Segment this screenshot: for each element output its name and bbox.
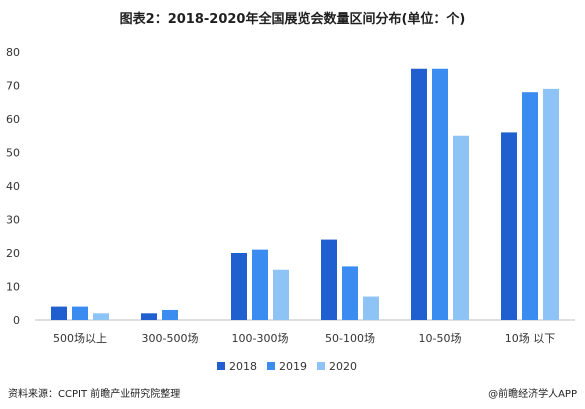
legend-label-2020: 2020	[329, 360, 357, 373]
bar-2019	[72, 306, 88, 320]
bar-2020	[543, 88, 559, 320]
bar-2018	[141, 313, 157, 320]
brand-credit: @前瞻经济学人APP	[488, 389, 577, 400]
bar-2018	[231, 253, 247, 320]
y-tick-label: 20	[6, 247, 20, 260]
y-tick-label: 80	[6, 46, 20, 59]
legend-swatch-2020	[317, 362, 325, 370]
bar-2018	[51, 306, 67, 320]
bar-2020	[273, 269, 289, 320]
bar-2018	[321, 239, 337, 320]
source-note: 资料来源：CCPIT 前瞻产业研究院整理	[8, 389, 181, 400]
x-tick-label: 300-500场	[142, 331, 199, 345]
legend-label-2018: 2018	[229, 360, 257, 373]
bar-2019	[522, 92, 538, 320]
y-tick-label: 30	[6, 214, 20, 227]
x-tick-label: 10场 以下	[505, 331, 556, 345]
y-tick-label: 0	[13, 314, 20, 327]
y-tick-label: 60	[6, 113, 20, 126]
bar-2020	[93, 313, 109, 320]
bar-2020	[453, 135, 469, 320]
y-tick-label: 40	[6, 180, 20, 193]
x-tick-label: 500场以上	[53, 331, 107, 345]
x-tick-label: 50-100场	[325, 331, 375, 345]
legend-swatch-2018	[217, 362, 225, 370]
chart-title: 图表2：2018-2020年全国展览会数量区间分布(单位：个)	[119, 12, 466, 27]
y-tick-label: 70	[6, 80, 20, 93]
x-tick-label: 10-50场	[419, 331, 462, 345]
bar-2020	[363, 296, 379, 320]
y-tick-label: 10	[6, 281, 20, 294]
y-tick-label: 50	[6, 147, 20, 160]
bar-2018	[501, 132, 517, 320]
bar-2019	[162, 309, 178, 320]
x-tick-label: 100-300场	[232, 331, 289, 345]
legend-label-2019: 2019	[279, 360, 307, 373]
bar-2019	[342, 266, 358, 320]
bar-2018	[411, 68, 427, 320]
bar-2019	[252, 249, 268, 320]
bar-2019	[432, 68, 448, 320]
legend-swatch-2019	[267, 362, 275, 370]
